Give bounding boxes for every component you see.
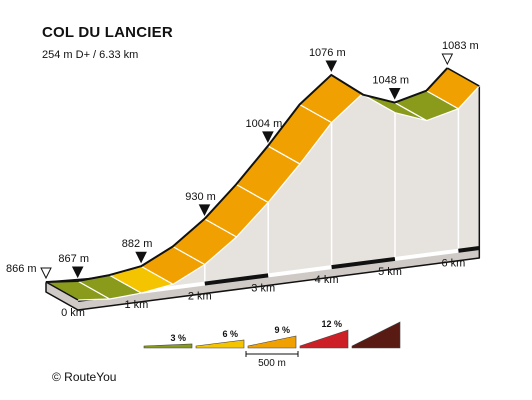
elevation-marker-icon xyxy=(40,267,52,280)
x-tick-label: 0 km xyxy=(61,307,85,319)
km-scale-segment xyxy=(204,273,269,286)
legend-swatch xyxy=(143,343,193,349)
copyright-text: © RouteYou xyxy=(52,370,117,384)
km-scale-segment xyxy=(458,246,480,253)
legend-label: 12 % xyxy=(321,319,342,329)
x-tick-label: 4 km xyxy=(315,274,339,286)
elevation-marker-icon xyxy=(441,53,454,66)
elevation-marker-icon xyxy=(325,60,338,73)
profile-top-surface xyxy=(45,67,480,301)
elevation-marker-label: 1076 m xyxy=(309,47,346,59)
scale-bar-label: 500 m xyxy=(258,358,286,369)
elevation-marker-label: 866 m xyxy=(6,263,37,275)
km-scale-segment xyxy=(331,256,396,270)
x-tick-label: 3 km xyxy=(251,282,275,294)
side-wall-fill xyxy=(78,86,480,301)
legend-label: 6 % xyxy=(222,329,238,339)
km-scale-segment xyxy=(267,265,332,278)
elevation-marker-icon xyxy=(198,204,211,217)
x-tick-label: 5 km xyxy=(378,266,402,278)
legend-swatch xyxy=(195,339,245,349)
elevation-marker-icon xyxy=(135,251,147,264)
elevation-marker-icon xyxy=(71,266,84,279)
elevation-marker-label: 1083 m xyxy=(442,40,479,52)
profile-end-edge xyxy=(446,67,480,87)
legend-swatch xyxy=(247,335,297,349)
elevation-marker-label: 1048 m xyxy=(372,75,409,87)
route-summary: 254 m D+ / 6.33 km xyxy=(42,49,139,61)
legend-swatch xyxy=(351,321,401,349)
x-tick-label: 1 km xyxy=(124,299,148,311)
km-scale-segment xyxy=(394,248,459,261)
elevation-marker-label: 1004 m xyxy=(246,118,283,130)
elevation-marker-label: 882 m xyxy=(122,238,153,250)
elevation-marker-icon xyxy=(388,88,401,100)
page-title: COL DU LANCIER xyxy=(42,24,173,41)
profile-back-outline xyxy=(45,67,449,283)
elevation-marker-icon xyxy=(262,131,274,144)
elevation-markers: 866 m 867 m 882 m 930 m 1004 m 1076 m 1048 m 10… xyxy=(6,40,479,280)
x-tick-label: 6 km xyxy=(441,258,465,270)
legend-swatch xyxy=(299,329,349,349)
profile-start-edge xyxy=(45,281,79,301)
elevation-marker-label: 930 m xyxy=(185,191,216,203)
x-tick-label: 2 km xyxy=(188,291,212,303)
legend-label: 9 % xyxy=(274,325,290,335)
legend-label: 3 % xyxy=(170,333,186,343)
elevation-marker-label: 867 m xyxy=(58,253,89,265)
x-axis-ticks: 0 km 1 km 2 km 3 km 4 km 5 km 6 km xyxy=(61,258,465,319)
grade-legend: 3 % 6 % 9 % 12 % 500 m xyxy=(143,319,401,369)
